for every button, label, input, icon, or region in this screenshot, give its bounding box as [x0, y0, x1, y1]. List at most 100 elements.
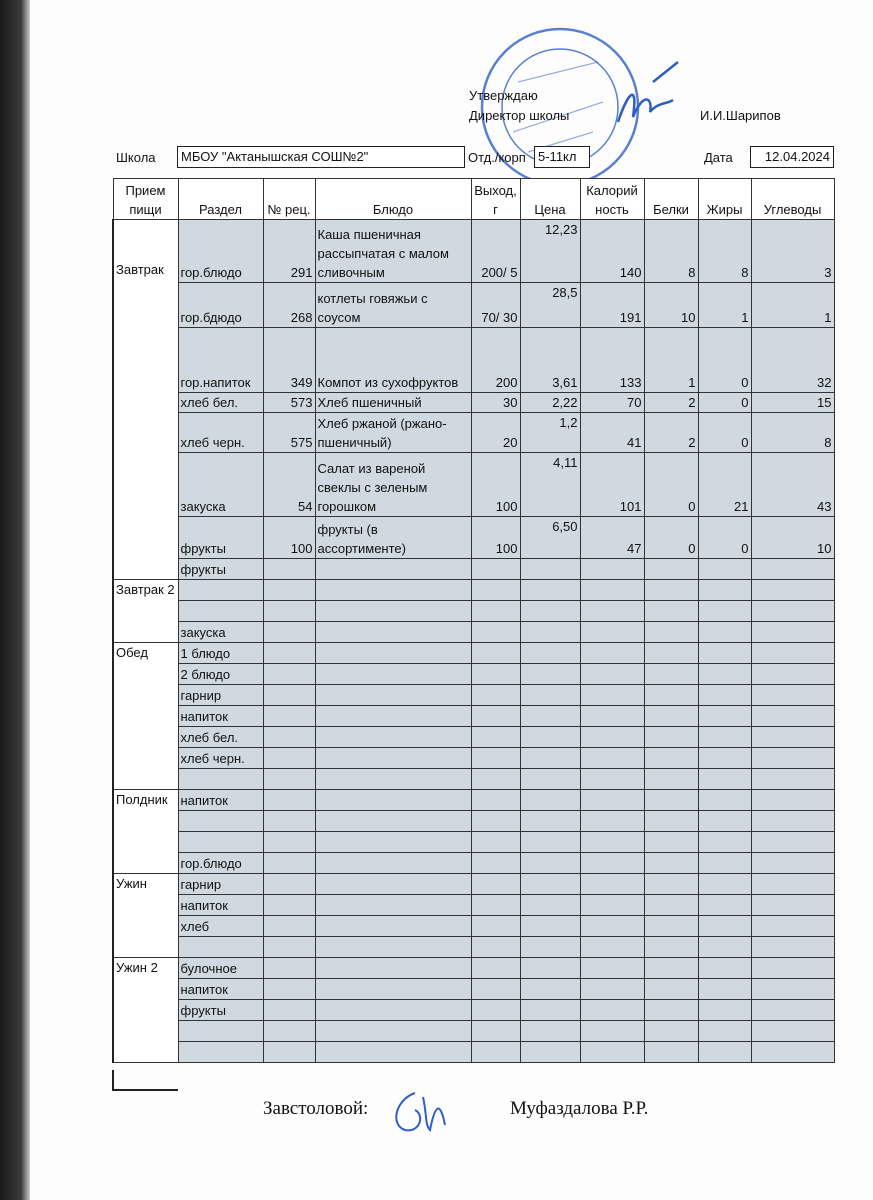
section-cell: гарнир — [177, 684, 264, 706]
p-cell — [643, 1020, 699, 1042]
kcal-cell — [579, 915, 645, 937]
section-cell: напиток — [177, 978, 264, 1000]
f-cell — [697, 810, 752, 832]
meal-cell: Обед — [112, 642, 179, 790]
f-cell — [697, 558, 752, 580]
dish-cell: Салат из вареной свеклы с зеленым горошк… — [314, 452, 472, 517]
p-cell — [643, 579, 699, 601]
f-cell — [697, 1020, 752, 1042]
section-cell — [177, 1020, 264, 1042]
price-cell — [519, 642, 581, 664]
dish-cell — [314, 684, 472, 706]
dish-cell — [314, 810, 472, 832]
table-row: напиток — [113, 894, 835, 916]
price-cell — [519, 1041, 581, 1063]
out-cell — [470, 894, 521, 916]
rec-cell — [262, 852, 316, 874]
dept-label: Отд./корп — [468, 150, 526, 165]
price-cell — [519, 999, 581, 1021]
p-cell — [643, 936, 699, 958]
rec-cell — [262, 579, 316, 601]
out-cell — [470, 726, 521, 748]
table-row: напиток — [113, 705, 835, 727]
kcal-cell — [579, 705, 645, 727]
f-cell — [697, 873, 752, 895]
c-cell — [750, 810, 835, 832]
section-cell — [177, 768, 264, 790]
f-cell — [697, 747, 752, 769]
price-cell — [519, 705, 581, 727]
dish-cell — [314, 936, 472, 958]
out-cell — [470, 621, 521, 643]
c-cell — [750, 726, 835, 748]
f-cell — [697, 999, 752, 1021]
dish-cell — [314, 915, 472, 937]
c-cell — [750, 873, 835, 895]
kcal-cell — [579, 579, 645, 601]
rec-cell: 100 — [262, 516, 316, 559]
kcal-cell: 140 — [579, 219, 645, 283]
price-cell — [519, 852, 581, 874]
p-cell — [643, 642, 699, 664]
kcal-cell — [579, 852, 645, 874]
c-cell — [750, 621, 835, 643]
f-cell: 0 — [697, 516, 752, 559]
dish-cell — [314, 873, 472, 895]
table-row: Обед 1 блюдо — [112, 642, 835, 790]
price-cell — [519, 831, 581, 853]
f-cell — [697, 789, 752, 811]
f-cell: 8 — [697, 219, 752, 283]
table-row — [113, 1041, 835, 1063]
price-cell — [519, 621, 581, 643]
dish-cell — [314, 978, 472, 1000]
section-cell — [177, 936, 264, 958]
f-cell: 0 — [697, 392, 752, 413]
section-cell: напиток — [177, 789, 264, 811]
p-cell — [643, 558, 699, 580]
menu-table: Прием пищи Раздел № рец. Блюдо Выход, г Цена К… — [112, 178, 835, 1063]
kcal-cell: 101 — [579, 452, 645, 517]
school-label: Школа — [116, 150, 156, 165]
meal-cell: Завтрак 2 — [112, 579, 179, 643]
out-cell — [470, 852, 521, 874]
p-cell — [643, 600, 699, 622]
signature — [395, 1092, 446, 1133]
out-cell — [470, 663, 521, 685]
table-border — [112, 1089, 178, 1091]
p-cell — [643, 978, 699, 1000]
p-cell — [643, 621, 699, 643]
rec-cell: 349 — [262, 327, 316, 393]
out-cell: 70/ 30 — [470, 282, 521, 328]
dish-cell: фрукты (в ассортименте) — [314, 516, 472, 559]
f-cell — [697, 936, 752, 958]
price-cell — [519, 873, 581, 895]
column-header: № рец. — [262, 178, 316, 220]
table-row — [113, 936, 835, 958]
price-cell — [519, 579, 581, 601]
kcal-cell — [579, 957, 645, 979]
kcal-cell: 191 — [579, 282, 645, 328]
price-cell — [519, 558, 581, 580]
dish-cell — [314, 705, 472, 727]
section-cell: хлеб черн. — [177, 747, 264, 769]
kcal-cell: 70 — [579, 392, 645, 413]
table-row: фрукты — [113, 558, 835, 580]
out-cell — [470, 558, 521, 580]
out-cell — [470, 957, 521, 979]
director-label: Директор школы — [469, 108, 570, 123]
c-cell — [750, 663, 835, 685]
footer-name: Муфаздалова Р.Р. — [510, 1098, 649, 1119]
table-row: фрукты 100 фрукты (в ассортименте) 100 6,50 4… — [113, 516, 835, 559]
table-row: хлеб черн. 575 Хлеб ржаной (ржано-пшеничны… — [113, 412, 835, 453]
c-cell — [750, 852, 835, 874]
kcal-cell — [579, 621, 645, 643]
p-cell — [643, 894, 699, 916]
f-cell: 0 — [697, 412, 752, 453]
kcal-cell — [579, 726, 645, 748]
kcal-cell — [579, 999, 645, 1021]
price-cell — [519, 726, 581, 748]
kcal-cell — [579, 810, 645, 832]
table-row — [113, 1020, 835, 1042]
rec-cell — [262, 621, 316, 643]
section-cell: гор.блюдо — [177, 852, 264, 874]
